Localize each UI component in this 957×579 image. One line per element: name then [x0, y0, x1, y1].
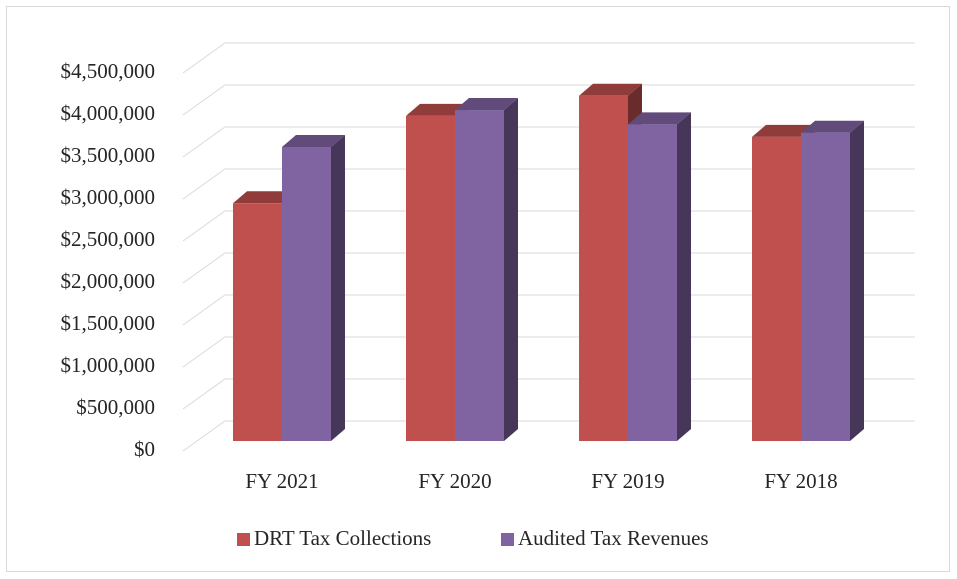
x-tick-label: FY 2018 — [764, 469, 837, 493]
y-tick-label: $500,000 — [76, 395, 155, 419]
bar-top — [628, 112, 691, 125]
y-tick-label: $3,000,000 — [61, 185, 156, 209]
legend-label: DRT Tax Collections — [254, 526, 431, 550]
bar — [282, 135, 345, 441]
legend-swatch — [237, 533, 250, 546]
bar-front — [455, 110, 504, 441]
bar-front — [752, 136, 801, 442]
bar — [801, 120, 864, 441]
bar-top — [455, 98, 518, 111]
bar-top — [752, 124, 815, 137]
bar-top — [406, 103, 469, 116]
y-tick-label: $1,000,000 — [61, 353, 156, 377]
y-tick-label: $4,500,000 — [61, 59, 156, 83]
x-tick-label: FY 2019 — [591, 469, 664, 493]
legend-swatch — [501, 533, 514, 546]
bar-front — [801, 132, 850, 441]
bar — [455, 98, 518, 441]
x-tick-label: FY 2020 — [418, 469, 491, 493]
y-tick-label: $2,500,000 — [61, 227, 156, 251]
y-tick-label: $4,000,000 — [61, 101, 156, 125]
bar-side — [850, 120, 864, 441]
y-tick-label: $2,000,000 — [61, 269, 156, 293]
y-tick-label: $3,500,000 — [61, 143, 156, 167]
bar-front — [233, 203, 282, 441]
y-tick-label: $1,500,000 — [61, 311, 156, 335]
bar — [628, 112, 691, 441]
x-tick-label: FY 2021 — [245, 469, 318, 493]
bar-top — [801, 120, 864, 133]
bar-top — [282, 135, 345, 147]
bar-front — [406, 115, 455, 442]
bar-front — [282, 147, 331, 441]
grid-line — [182, 84, 915, 116]
bar-top — [233, 191, 296, 204]
bar-side — [331, 135, 345, 441]
bar-top — [579, 83, 642, 96]
bar-side — [677, 112, 691, 441]
legend-label: Audited Tax Revenues — [518, 526, 709, 550]
grid-line — [182, 42, 915, 74]
y-tick-label: $0 — [134, 437, 155, 461]
bar-side — [504, 98, 518, 441]
bar-front — [628, 124, 677, 441]
bar-front — [579, 95, 628, 441]
